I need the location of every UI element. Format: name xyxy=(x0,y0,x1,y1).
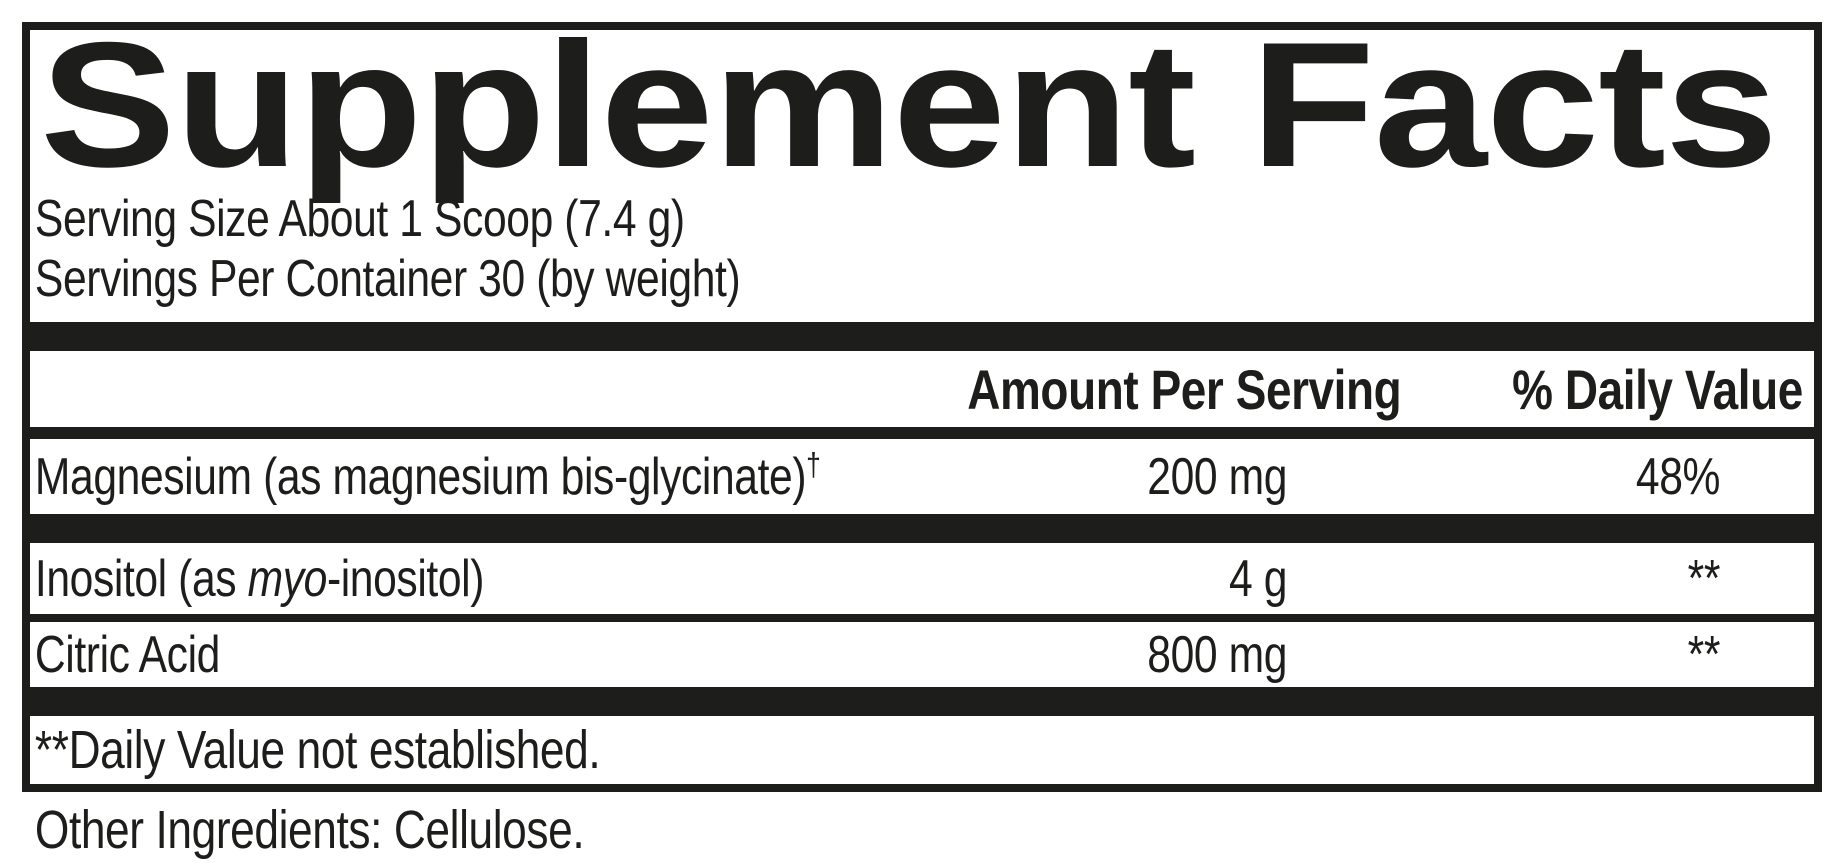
divider-thick-mid-1 xyxy=(30,514,1814,543)
amount-per-serving-header: Amount Per Serving xyxy=(967,357,1402,421)
servings-per-container-line: Servings Per Container 30 (by weight) xyxy=(34,250,741,308)
daily-value-footnote: **Daily Value not established. xyxy=(34,719,601,780)
percent-daily-value-header: % Daily Value xyxy=(1512,357,1803,421)
nutrient-daily-value: 48% xyxy=(1635,447,1721,506)
serving-size-line: Serving Size About 1 Scoop (7.4 g) xyxy=(34,190,685,248)
table-header-row: Amount Per Serving % Daily Value xyxy=(30,351,1814,427)
nutrient-daily-value: ** xyxy=(1687,549,1721,608)
panel-body: Serving Size About 1 Scoop (7.4 g) Servi… xyxy=(30,189,1814,783)
dagger-footnote-marker: † xyxy=(806,446,821,483)
nutrient-name-text: Magnesium (as magnesium bis-glycinate) xyxy=(34,447,807,506)
panel-title-row: Supplement Facts xyxy=(30,22,1814,204)
divider-thick-top xyxy=(30,322,1814,351)
nutrient-name: Citric Acid xyxy=(34,625,220,684)
nutrient-daily-value: ** xyxy=(1687,625,1721,684)
divider-medium-under-header xyxy=(30,427,1814,439)
nutrient-name-text: Inositol (as xyxy=(34,549,248,608)
other-ingredients-text: Other Ingredients: Cellulose. xyxy=(34,800,585,860)
nutrient-name: Inositol (as myo-inositol) xyxy=(30,549,932,609)
nutrient-name: Magnesium (as magnesium bis-glycinate)† xyxy=(30,447,932,507)
nutrient-amount: 200 mg xyxy=(1147,447,1288,506)
divider-thick-bottom xyxy=(30,687,1814,716)
nutrient-amount: 4 g xyxy=(1229,549,1288,608)
other-ingredients-row: Other Ingredients: Cellulose. xyxy=(30,800,1814,860)
panel-title: Supplement Facts xyxy=(40,22,1778,204)
divider-thin-mid xyxy=(30,614,1814,622)
table-row-citric-acid: Citric Acid 800 mg ** xyxy=(30,622,1814,687)
facts-panel: Supplement Facts Serving Size About 1 Sc… xyxy=(22,22,1822,792)
table-row-magnesium: Magnesium (as magnesium bis-glycinate)† … xyxy=(30,439,1814,514)
nutrient-name-text: -inositol) xyxy=(326,549,484,608)
nutrient-amount: 800 mg xyxy=(1147,625,1288,684)
table-row-inositol: Inositol (as myo-inositol) 4 g ** xyxy=(30,543,1814,614)
nutrient-name-italic: myo xyxy=(247,549,328,608)
